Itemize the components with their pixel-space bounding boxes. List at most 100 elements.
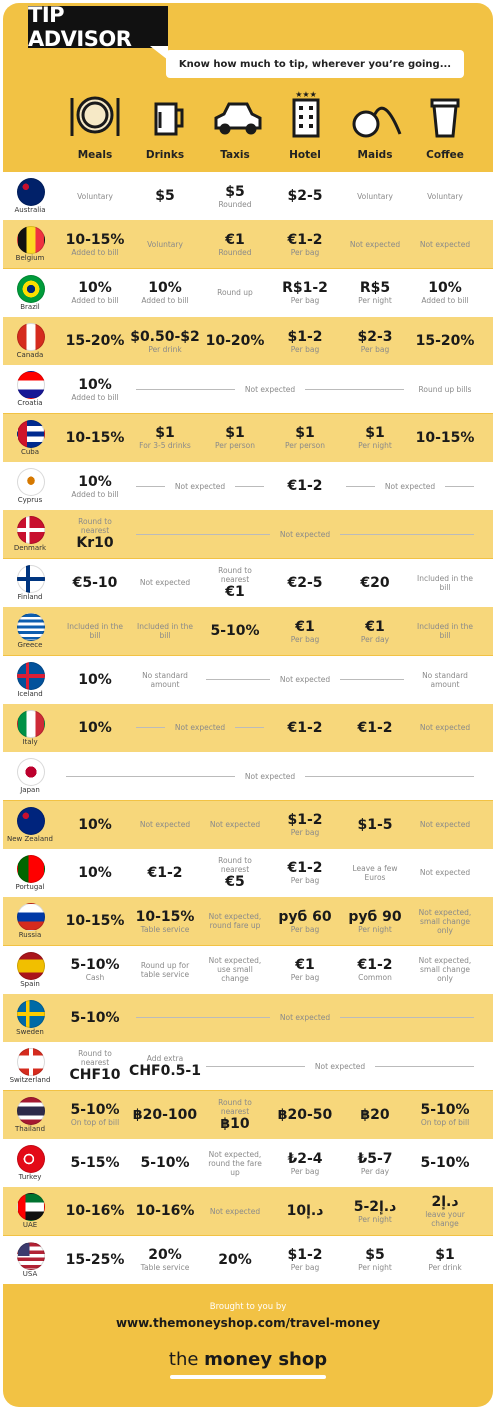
tip-note: Voluntary <box>427 191 463 201</box>
tip-note: Per bag <box>290 344 320 354</box>
tip-amount: 10% <box>78 719 112 736</box>
country-name: Australia <box>14 206 46 214</box>
tip-cell: د.إ2-5 Per night <box>340 1187 410 1235</box>
tip-note: Per person <box>284 441 326 451</box>
tip-cell: Round to nearest Kr10 <box>60 510 130 558</box>
country-name: Italy <box>22 737 38 746</box>
tip-cell: 10-15% <box>60 414 130 462</box>
tip-amount: ₺2-4 <box>287 1150 323 1167</box>
column-header: Taxis <box>220 149 250 161</box>
tip-cell: €2-5 <box>270 559 340 607</box>
tip-note: Round to nearest <box>78 517 112 536</box>
tip-note: Not expected, small change only <box>418 956 472 984</box>
tip-cell: 20% Table service <box>130 1236 200 1284</box>
tip-note: Leave a few Euros <box>352 863 398 882</box>
flag <box>17 468 45 497</box>
tip-note: Per bag <box>290 634 320 644</box>
tip-amount: 10% <box>78 280 112 297</box>
tip-amount: $2-3 <box>357 328 393 345</box>
url[interactable]: www.themoneyshop.com/travel-money <box>115 1316 381 1330</box>
tip-cell: 10% Added to bill <box>60 365 130 413</box>
flag <box>17 516 45 545</box>
tip-amount: $1 <box>295 425 315 442</box>
country-name: Cyprus <box>17 496 43 505</box>
tip-note: Round up bills <box>418 384 472 394</box>
tip-cell: $5 <box>130 172 200 220</box>
tip-cell: Round to nearest CHF10 <box>60 1042 130 1090</box>
span-text: Not expected <box>171 482 229 491</box>
logo-name: money shop <box>204 1349 328 1370</box>
tip-cell: Included in the bill <box>410 559 480 607</box>
tip-note: Not expected <box>209 820 261 830</box>
tip-cell: Not expected, small change only <box>410 897 480 945</box>
tip-amount: 20% <box>148 1247 182 1264</box>
tip-note: Not expected <box>314 1061 366 1071</box>
tip-amount: 5-10% <box>210 623 260 640</box>
tip-cell: ฿20 <box>340 1091 410 1139</box>
tip-cell: 15-25% <box>60 1236 130 1284</box>
tip-cell: 5-10% <box>410 1139 480 1187</box>
tip-cell: Round to nearest €5 <box>200 849 270 897</box>
tip-amount: 15-25% <box>65 1251 125 1268</box>
tip-note: Per drink <box>148 344 182 354</box>
bubble-tail <box>150 46 168 60</box>
tip-cell: $2-3 Per bag <box>340 317 410 365</box>
tip-note: Round to nearest <box>218 855 252 874</box>
tip-cell: Included in the bill <box>60 607 130 655</box>
tip-note: Added to bill <box>141 296 189 306</box>
tip-amount: R$1-2 <box>282 280 328 297</box>
tip-note: Per night <box>358 1214 392 1224</box>
tip-note: Included in the bill <box>137 622 193 641</box>
column-icons: ★★★ <box>70 90 460 138</box>
tip-note: Added to bill <box>71 296 119 306</box>
tip-cell: Not expected <box>130 365 410 413</box>
span-line <box>305 388 405 390</box>
tip-note: Per bag <box>360 344 390 354</box>
tip-note: Not expected <box>139 578 191 588</box>
column-header: Drinks <box>145 149 185 161</box>
tip-cell: $1-2 Per bag <box>270 1236 340 1284</box>
span-line <box>136 388 235 390</box>
country-name: Belgium <box>15 254 45 263</box>
flag <box>17 951 45 980</box>
tip-cell: Round to nearest €1 <box>200 559 270 607</box>
span-line <box>305 775 475 777</box>
tip-cell: €1 Rounded <box>200 220 270 268</box>
tip-amount: 10-16% <box>65 1203 125 1220</box>
tip-cell: Not expected <box>200 1042 480 1090</box>
country-row: Sweden 5-10% Not expected <box>3 993 493 1042</box>
span-line <box>136 1017 270 1019</box>
span-text: Not expected <box>276 1013 334 1022</box>
tip-cell: Voluntary <box>340 172 410 220</box>
tip-cell: 10% <box>60 656 130 704</box>
country-name: Finland <box>17 592 43 601</box>
column-header: Meals <box>77 149 113 161</box>
tip-note: Voluntary <box>77 191 113 201</box>
tip-cell: 10-15% <box>60 897 130 945</box>
flag <box>17 661 45 690</box>
tip-amount: руб 60 <box>278 908 332 925</box>
tip-cell: ฿20-100 <box>130 1091 200 1139</box>
tip-amount: 5-10% <box>70 957 120 974</box>
country-row: Greece Included in the bill Included in th… <box>3 607 493 656</box>
tip-note: Not expected <box>174 481 226 491</box>
tip-cell: Round to nearest ฿10 <box>200 1091 270 1139</box>
tip-note: Not expected <box>419 868 471 878</box>
tip-note: Per night <box>358 924 392 934</box>
flag <box>17 903 45 932</box>
span-text: Not expected <box>311 1062 369 1071</box>
tip-cell: 10-15% Table service <box>130 897 200 945</box>
tip-amount: $1-5 <box>357 816 393 833</box>
tip-note: Added to bill <box>71 247 119 257</box>
tip-note: Not expected <box>174 723 226 733</box>
tip-cell: Not expected <box>200 801 270 849</box>
tip-cell: Included in the bill <box>410 607 480 655</box>
country-row: Finland €5-10 Not expected Round to nearest… <box>3 558 493 607</box>
flag <box>17 371 45 400</box>
tip-cell: 5-10% <box>200 607 270 655</box>
tip-cell: ₺5-7 Per day <box>340 1139 410 1187</box>
country-row: Spain 5-10% Cash Round up for table service… <box>3 945 493 994</box>
tip-cell: 5-10% On top of bill <box>410 1091 480 1139</box>
tip-amount: ฿20-50 <box>277 1106 333 1123</box>
tip-note: leave your change <box>425 1210 465 1229</box>
